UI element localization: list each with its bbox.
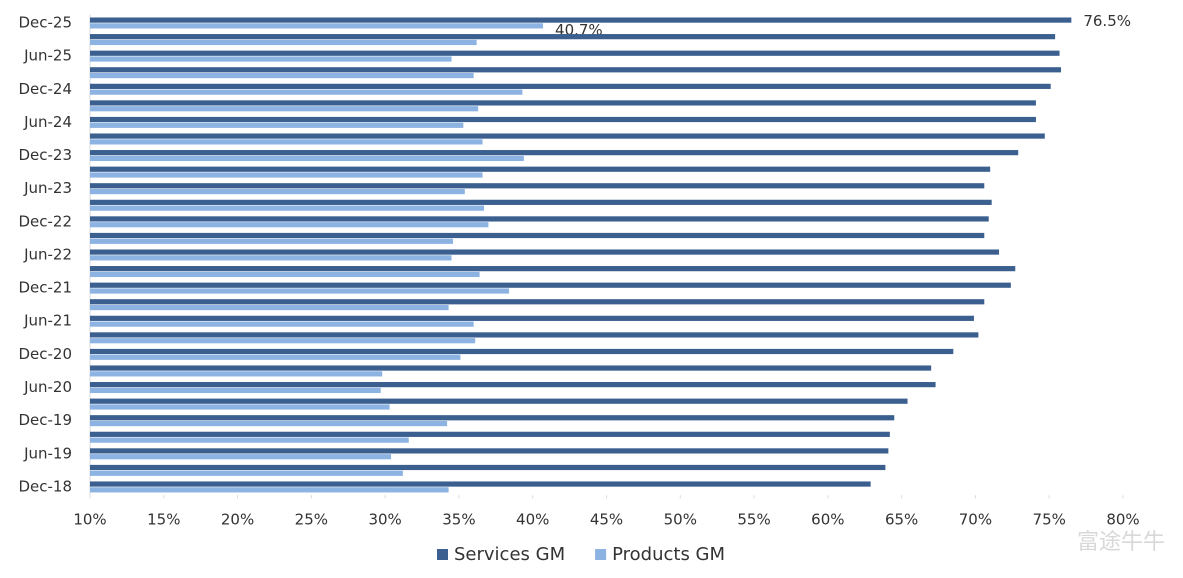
bar [90, 23, 544, 29]
bar [90, 122, 464, 128]
bar [90, 199, 992, 205]
bar [90, 205, 485, 211]
bar [90, 188, 465, 195]
bar [90, 100, 1036, 106]
bar [90, 481, 871, 487]
bar [90, 67, 1062, 73]
watermark: 富途牛牛 [1077, 530, 1165, 555]
x-tick-label: 55% [737, 511, 770, 529]
x-tick-label: 20% [221, 511, 254, 529]
bar [90, 34, 1056, 40]
bar [90, 464, 886, 471]
bar [90, 470, 403, 476]
bar [90, 133, 1045, 139]
y-tick-label: Jun-24 [23, 113, 72, 131]
bar [90, 56, 452, 62]
bar [90, 249, 1000, 255]
legend-label: Products GM [612, 544, 725, 565]
bar [90, 420, 448, 427]
y-tick-label: Jun-23 [23, 179, 72, 197]
x-tick-label: 15% [147, 511, 180, 529]
y-tick-label: Dec-22 [18, 212, 72, 230]
bar [90, 155, 524, 162]
bar [90, 271, 480, 278]
x-tick-label: 70% [959, 511, 992, 529]
bar [90, 89, 523, 95]
y-tick-label: Jun-25 [23, 47, 72, 65]
bar [90, 387, 381, 394]
bar [90, 398, 908, 404]
x-tick-label: 50% [664, 511, 697, 529]
x-tick-label: 65% [885, 511, 918, 529]
bar [90, 404, 390, 410]
bar [90, 365, 932, 371]
data-label: 76.5% [1083, 12, 1131, 30]
y-tick-label: Dec-19 [18, 411, 72, 429]
x-tick-label: 35% [442, 511, 475, 529]
y-tick-label: Jun-20 [23, 378, 72, 396]
legend-swatch [437, 549, 448, 560]
bar [90, 282, 1011, 288]
bar [90, 50, 1060, 56]
x-tick-label: 45% [590, 511, 623, 529]
bar [90, 487, 449, 493]
x-tick-label: 25% [295, 511, 328, 529]
bar [90, 72, 474, 79]
bar [90, 288, 510, 294]
bar [90, 332, 979, 338]
bar [90, 150, 1019, 156]
y-tick-label: Jun-19 [23, 444, 72, 462]
bar [90, 454, 392, 460]
legend-swatch [595, 549, 607, 560]
bar [90, 232, 985, 239]
bar [90, 39, 477, 46]
x-tick-label: 75% [1033, 511, 1066, 529]
x-tick-label: 80% [1106, 511, 1139, 529]
bar [90, 448, 889, 454]
bar [90, 255, 452, 261]
bar [90, 431, 890, 437]
y-tick-label: Dec-20 [18, 345, 72, 363]
legend-label: Services GM [454, 544, 565, 565]
bar [90, 222, 489, 228]
y-tick-label: Jun-21 [23, 312, 72, 330]
bar [90, 315, 974, 321]
x-tick-label: 40% [516, 511, 549, 529]
y-tick-label: Dec-25 [18, 13, 72, 31]
bar [90, 172, 483, 178]
bar [90, 304, 449, 311]
bar [90, 238, 454, 244]
bar [90, 116, 1036, 123]
y-tick-label: Dec-24 [18, 80, 72, 98]
bar [90, 371, 383, 377]
bar [90, 338, 476, 344]
bar [90, 415, 895, 421]
x-tick-label: 60% [811, 511, 844, 529]
y-tick-label: Dec-21 [18, 279, 72, 297]
y-tick-label: Dec-18 [18, 477, 72, 495]
bar [90, 437, 409, 443]
y-tick-label: Jun-22 [23, 245, 72, 263]
bar [90, 354, 461, 360]
bar [90, 139, 483, 145]
x-tick-label: 10% [73, 511, 106, 529]
bar [90, 216, 989, 222]
bar [90, 266, 1016, 272]
bar [90, 106, 479, 112]
bar [90, 166, 991, 172]
bar [90, 382, 936, 388]
y-tick-label: Dec-23 [18, 146, 72, 164]
bar [90, 348, 954, 355]
bar [90, 83, 1051, 89]
x-tick-label: 30% [368, 511, 401, 529]
bar [90, 321, 474, 327]
bar [90, 183, 985, 189]
bar [90, 17, 1072, 23]
bar [90, 299, 985, 305]
